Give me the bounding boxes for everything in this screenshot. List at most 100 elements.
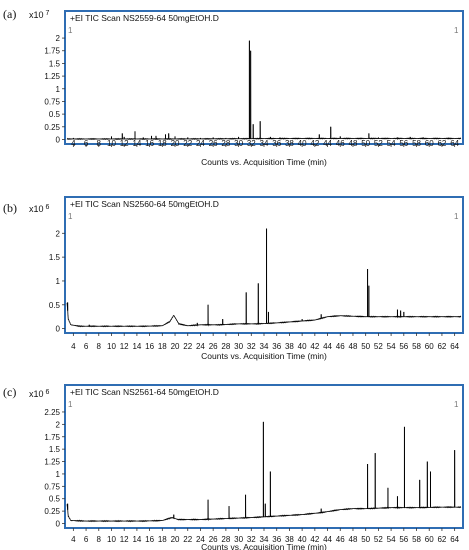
x-tick-label: 40 [298,342,307,351]
scan-title: +EI TIC Scan NS2561-64 50mgEtOH.D [70,387,219,397]
x-tick-label: 18 [158,342,167,351]
x-tick-label: 44 [323,139,332,148]
x-tick-label: 42 [310,342,319,351]
x-tick-label: 4 [71,535,76,544]
x-tick-label: 34 [260,139,269,148]
x-tick-label: 64 [450,535,459,544]
x-tick-label: 38 [285,139,294,148]
y-tick-label: 0 [56,135,61,144]
x-tick-label: 20 [171,342,180,351]
x-tick-label: 24 [196,139,205,148]
x-tick-label: 6 [84,139,89,148]
plot-frame [64,196,464,334]
x-tick-label: 12 [120,535,129,544]
y-tick-label: 2 [56,420,61,429]
x-axis-label: Counts vs. Acquisition Time (min) [201,542,327,550]
y-tick-label: 0.25 [44,123,60,132]
x-tick-label: 22 [183,535,192,544]
x-axis-label: Counts vs. Acquisition Time (min) [201,157,327,167]
x-tick-label: 50 [361,342,370,351]
x-axis-label: Counts vs. Acquisition Time (min) [201,351,327,361]
y-tick-label: 0.5 [49,110,61,119]
x-tick-label: 28 [221,535,230,544]
x-tick-label: 48 [349,342,358,351]
x-tick-label: 14 [132,535,141,544]
corner-marker-right: 1 [454,400,459,409]
corner-marker-left: 1 [68,26,73,35]
y-multiplier-label: x10 6 [29,389,49,399]
y-tick-label: 0.75 [44,482,60,491]
x-tick-label: 14 [132,342,141,351]
panel-letter: (a) [3,7,16,21]
x-tick-label: 58 [412,342,421,351]
x-tick-label: 16 [145,535,154,544]
x-tick-label: 50 [361,535,370,544]
y-tick-label: 2 [56,229,61,238]
y-multiplier-label: x10 7 [29,10,49,20]
x-tick-label: 4 [71,139,76,148]
x-tick-label: 54 [387,139,396,148]
y-tick-label: 1.75 [44,433,60,442]
y-tick-label: 1.5 [49,253,61,262]
x-tick-label: 46 [336,535,345,544]
corner-marker-right: 1 [454,212,459,221]
x-tick-label: 62 [437,139,446,148]
x-tick-label: 64 [450,342,459,351]
tic-trace-series [66,228,462,328]
x-tick-label: 16 [145,342,154,351]
x-tick-label: 52 [374,535,383,544]
y-tick-label: 1 [56,470,61,479]
chart-panel-3: (c) x10 6 +EI TIC Scan NS2561-64 50mgEtOH.… [3,384,464,550]
x-tick-label: 10 [107,535,116,544]
y-tick-label: 1 [56,85,61,94]
x-tick-label: 20 [171,535,180,544]
chart-panel-2: (b) x10 6 +EI TIC Scan NS2560-64 50mgEtOH.… [3,196,464,361]
x-tick-label: 46 [336,342,345,351]
x-tick-label: 64 [450,139,459,148]
y-tick-label: 1.5 [49,445,61,454]
x-tick-label: 32 [247,139,256,148]
plot-frame [64,10,464,145]
y-tick-label: 0.5 [49,495,61,504]
x-tick-label: 38 [285,342,294,351]
x-tick-label: 12 [120,139,129,148]
x-tick-label: 52 [374,139,383,148]
x-tick-label: 26 [209,139,218,148]
x-tick-label: 34 [260,535,269,544]
x-tick-label: 62 [437,342,446,351]
x-tick-label: 24 [196,535,205,544]
x-tick-label: 42 [310,139,319,148]
x-tick-label: 58 [412,535,421,544]
panel-letter: (c) [3,385,16,399]
x-tick-label: 6 [84,535,89,544]
x-tick-label: 8 [97,342,102,351]
x-tick-label: 22 [183,342,192,351]
x-tick-label: 54 [387,342,396,351]
x-tick-label: 58 [412,139,421,148]
y-tick-label: 2.25 [44,408,60,417]
x-tick-label: 24 [196,342,205,351]
x-tick-label: 56 [399,535,408,544]
plot-frame [64,384,464,529]
x-tick-label: 48 [349,535,358,544]
x-tick-label: 52 [374,342,383,351]
x-tick-label: 26 [209,342,218,351]
x-tick-label: 10 [107,139,116,148]
x-tick-label: 28 [221,139,230,148]
y-tick-label: 0.75 [44,97,60,106]
x-tick-label: 60 [425,139,434,148]
y-tick-label: 0 [56,325,61,334]
x-tick-label: 14 [132,139,141,148]
x-tick-label: 26 [209,535,218,544]
x-tick-label: 40 [298,139,307,148]
x-tick-label: 16 [145,139,154,148]
y-tick-label: 1 [56,277,61,286]
x-tick-label: 36 [272,342,281,351]
corner-marker-left: 1 [68,400,73,409]
x-tick-label: 54 [387,535,396,544]
y-tick-label: 0.25 [44,507,60,516]
x-tick-label: 32 [247,535,256,544]
x-tick-label: 44 [323,342,332,351]
x-tick-label: 30 [234,139,243,148]
